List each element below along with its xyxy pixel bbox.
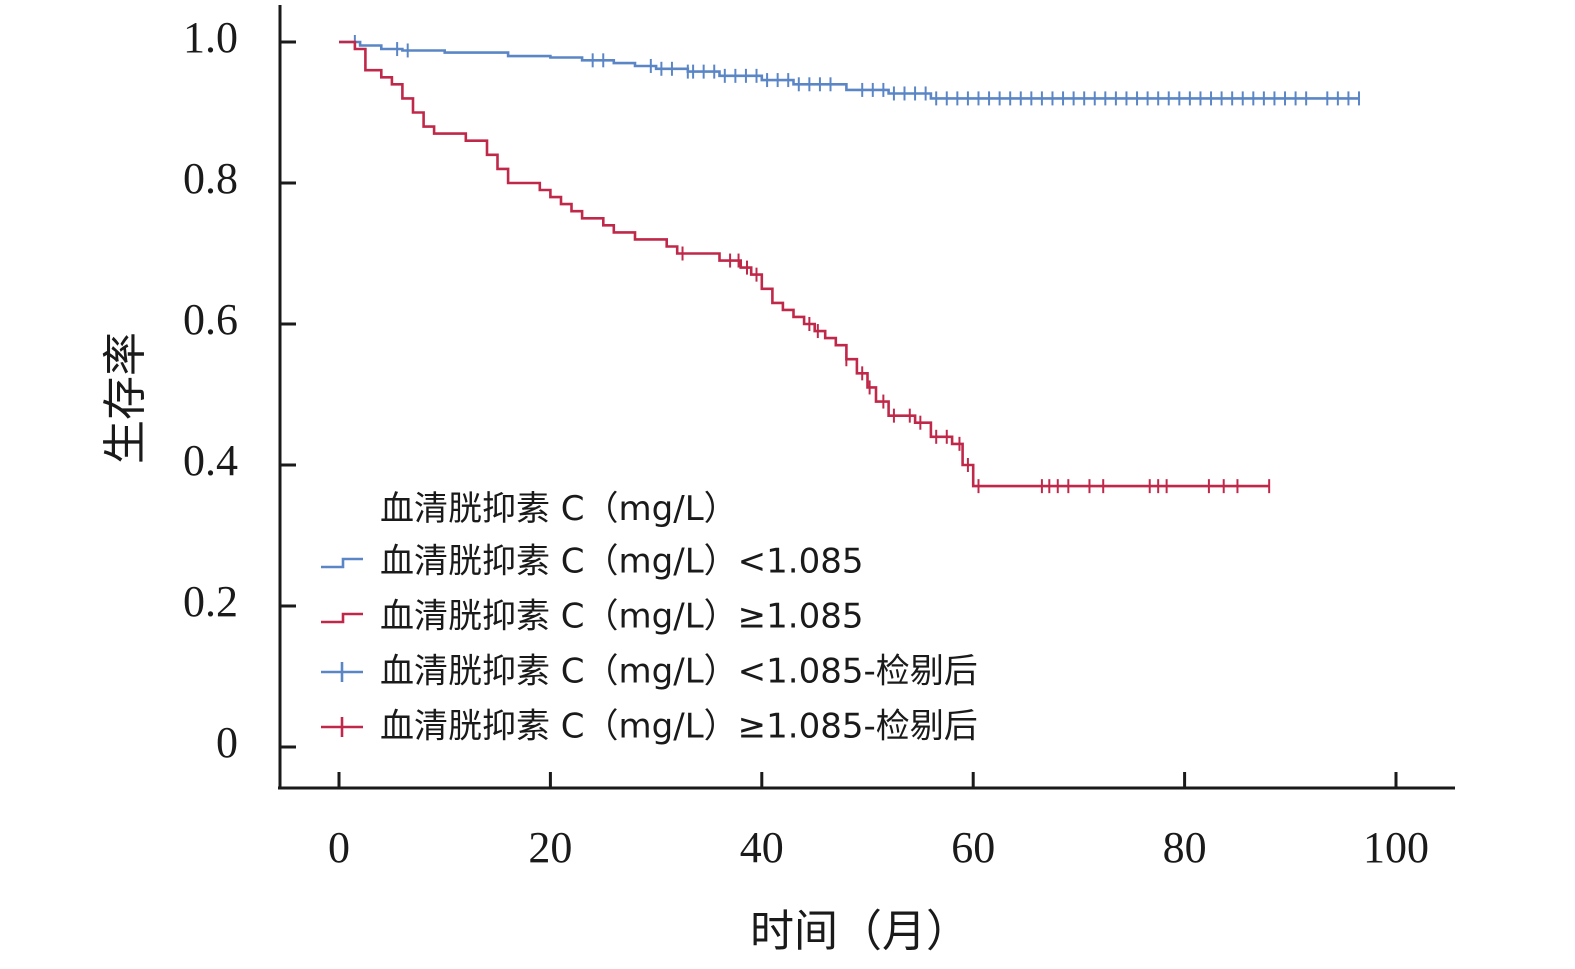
y-tick-label: 0.6 <box>183 295 238 344</box>
legend-label: 血清胱抑素 C（mg/L）≥1.085 <box>380 597 863 637</box>
survival-curve-high <box>339 40 1270 488</box>
x-tick-label: 20 <box>528 823 572 872</box>
legend-label: 血清胱抑素 C（mg/L）<1.085 <box>380 542 863 582</box>
legend-header: 血清胱抑素 C（mg/L） <box>380 489 738 529</box>
survival-curve-low <box>339 40 1359 100</box>
x-ticks: 0 20 40 60 80 100 <box>328 772 1429 872</box>
y-tick-label: 0.8 <box>183 154 238 203</box>
y-axis-title: 生存率 <box>100 332 151 464</box>
legend-swatch-step <box>321 612 363 624</box>
legend-swatch-step <box>321 557 363 569</box>
y-tick-label: 0.2 <box>183 577 238 626</box>
x-tick-label: 40 <box>740 823 784 872</box>
x-axis-title: 时间（月） <box>750 906 970 957</box>
legend-label: 血清胱抑素 C（mg/L）<1.085-检剔后 <box>380 652 978 692</box>
x-tick-label: 60 <box>951 823 995 872</box>
legend-swatch-censor <box>321 662 363 682</box>
y-tick-label: 0.4 <box>183 436 238 485</box>
y-ticks: 0 0.2 0.4 0.6 0.8 1.0 <box>183 13 296 767</box>
x-tick-label: 100 <box>1363 823 1429 872</box>
legend-entries: 血清胱抑素 C（mg/L）<1.085 血清胱抑素 C（mg/L）≥1.085 血清… <box>321 542 978 747</box>
y-tick-label: 0 <box>216 718 238 767</box>
y-tick-label: 1.0 <box>183 13 238 62</box>
legend-swatch-censor <box>321 717 363 737</box>
x-tick-label: 80 <box>1163 823 1207 872</box>
x-tick-label: 0 <box>328 823 350 872</box>
series-layer <box>339 35 1361 494</box>
legend-label: 血清胱抑素 C（mg/L）≥1.085-检剔后 <box>380 707 978 747</box>
